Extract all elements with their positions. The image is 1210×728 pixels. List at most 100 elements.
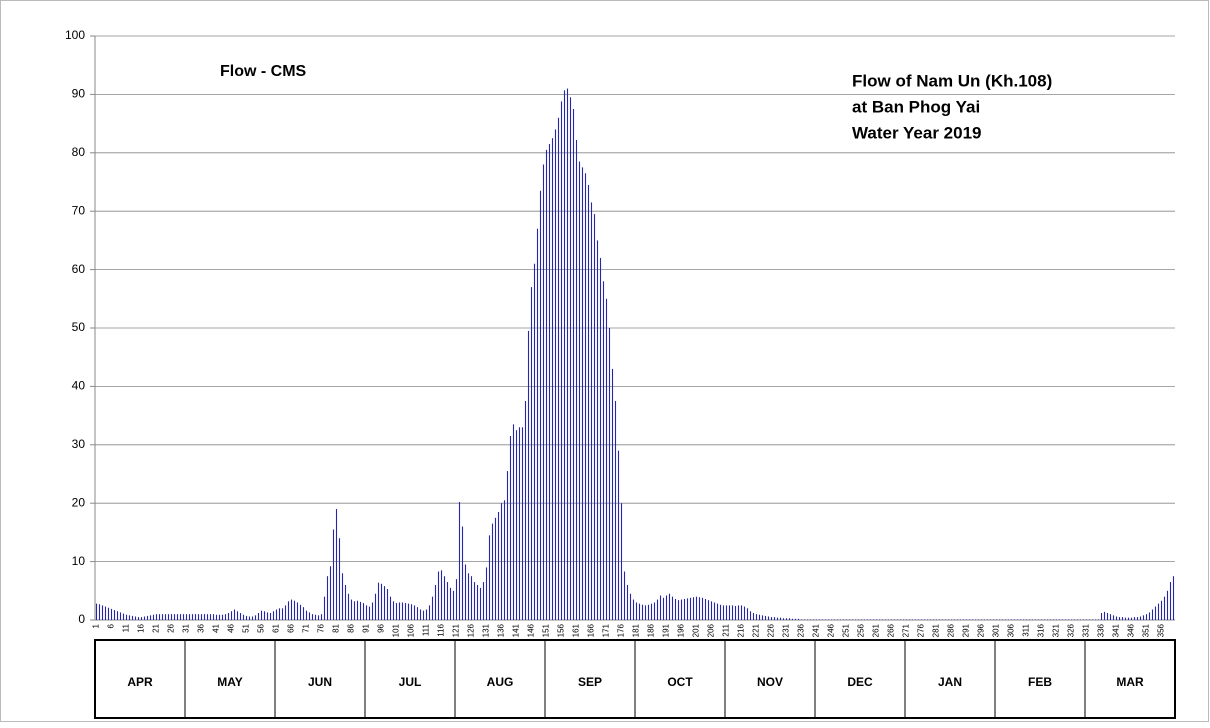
x-tick-label: 251: [842, 623, 851, 637]
bar: [338, 538, 341, 620]
x-tick-label: 26: [167, 623, 176, 632]
bar: [503, 500, 506, 620]
bar: [812, 619, 815, 620]
bar: [1043, 619, 1046, 620]
bar: [311, 614, 314, 620]
x-tick-label: 326: [1067, 623, 1076, 637]
bar: [965, 619, 968, 620]
bar: [1127, 617, 1130, 620]
bar: [692, 597, 695, 620]
bar: [647, 604, 650, 620]
bar: [977, 619, 980, 620]
bar: [959, 619, 962, 620]
bar: [887, 619, 890, 620]
bar: [713, 602, 716, 620]
x-tick-label: 81: [332, 623, 341, 632]
bar: [1019, 619, 1022, 620]
bar: [200, 614, 203, 620]
bar: [788, 618, 791, 620]
bar: [905, 619, 908, 620]
x-tick-label: 136: [497, 623, 506, 637]
bar: [341, 573, 344, 620]
bar: [569, 97, 572, 620]
bar: [1118, 617, 1121, 620]
bar: [347, 593, 350, 620]
bar: [443, 576, 446, 620]
bar: [566, 88, 569, 620]
bar: [932, 619, 935, 620]
bar: [119, 612, 122, 620]
bar: [479, 587, 482, 620]
bar: [497, 511, 500, 620]
bar: [1040, 619, 1043, 620]
bar: [233, 609, 236, 620]
bar: [518, 427, 521, 620]
bar: [587, 184, 590, 621]
bar: [596, 240, 599, 620]
bar: [155, 614, 158, 620]
y-tick-label: 20: [72, 495, 86, 509]
bar: [464, 564, 467, 620]
bar: [1088, 619, 1091, 620]
bar: [608, 328, 611, 620]
bar: [881, 619, 884, 620]
bar: [575, 139, 578, 620]
y-tick-label: 60: [72, 262, 86, 276]
bar: [368, 606, 371, 620]
x-tick-label: 1: [92, 623, 101, 628]
bar: [659, 595, 662, 620]
x-tick-label: 36: [197, 623, 206, 632]
bar: [284, 605, 287, 620]
bar: [1001, 619, 1004, 620]
bar: [665, 595, 668, 620]
bar: [548, 144, 551, 621]
bar: [140, 617, 143, 620]
x-tick-label: 161: [572, 623, 581, 637]
bar: [218, 614, 221, 620]
bar: [995, 619, 998, 620]
bar: [602, 281, 605, 620]
x-tick-label: 71: [302, 623, 311, 632]
bar: [272, 611, 275, 620]
bar: [1022, 619, 1025, 620]
bar: [266, 612, 269, 620]
x-tick-label: 296: [977, 623, 986, 637]
bar: [1133, 617, 1136, 620]
bar: [506, 471, 509, 620]
bar: [356, 600, 359, 620]
bar: [950, 619, 953, 620]
x-tick-label: 286: [947, 623, 956, 637]
x-tick-label: 261: [872, 623, 881, 637]
chart-title: at Ban Phog Yai: [852, 97, 980, 116]
bar: [1055, 619, 1058, 620]
x-tick-label: 96: [377, 623, 386, 632]
bar: [956, 619, 959, 620]
bar: [302, 607, 305, 620]
bar: [197, 614, 200, 620]
bar: [674, 598, 677, 620]
bar: [893, 619, 896, 620]
bar: [287, 601, 290, 620]
bar: [164, 614, 167, 620]
bar: [989, 619, 992, 620]
bar: [785, 618, 788, 620]
bar: [632, 599, 635, 620]
bar: [1145, 614, 1148, 620]
bar: [911, 619, 914, 620]
bar: [1124, 617, 1127, 620]
bar: [1052, 619, 1055, 620]
bar: [299, 604, 302, 620]
bar: [1025, 619, 1028, 620]
bar: [962, 619, 965, 620]
bar: [1139, 616, 1142, 620]
bar: [953, 619, 956, 620]
bar: [425, 609, 428, 620]
x-tick-label: 151: [542, 623, 551, 637]
bar: [398, 602, 401, 620]
bar: [248, 616, 251, 620]
bar: [263, 611, 266, 620]
bar: [1031, 619, 1034, 620]
bar: [1073, 619, 1076, 620]
bar: [719, 604, 722, 620]
bar: [971, 619, 974, 620]
